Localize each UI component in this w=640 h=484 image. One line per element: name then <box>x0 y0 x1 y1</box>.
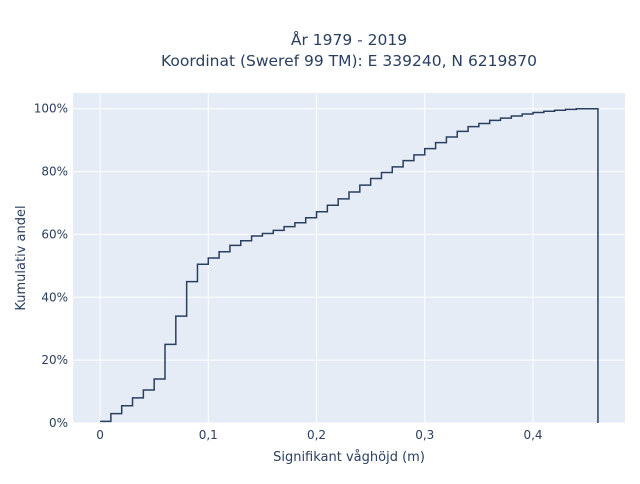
x-tick-label-1: 0,1 <box>199 428 218 442</box>
y-tick-label-5: 100% <box>34 102 68 116</box>
y-tick-label-1: 20% <box>41 353 68 367</box>
chart-title-line2: Koordinat (Sweref 99 TM): E 339240, N 62… <box>161 52 537 70</box>
y-tick-label-2: 40% <box>41 290 68 304</box>
x-tick-label-0: 0 <box>96 428 104 442</box>
y-tick-label-0: 0% <box>49 416 68 430</box>
x-tick-label-3: 0,3 <box>415 428 434 442</box>
y-axis-title: Kumulativ andel <box>14 205 29 310</box>
plot-background <box>73 93 625 423</box>
plot-area: 0 0,1 0,2 0,3 0,4 0% 20% 40% 60% 80% 100% <box>34 93 625 442</box>
chart-title-line1: År 1979 - 2019 <box>291 30 407 49</box>
x-axis-title: Signifikant våghöjd (m) <box>273 450 425 465</box>
x-tick-label-4: 0,4 <box>523 428 542 442</box>
series-line-0 <box>100 107 599 423</box>
y-tick-label-4: 80% <box>41 165 68 179</box>
x-tick-label-2: 0,2 <box>307 428 326 442</box>
y-tick-label-3: 60% <box>41 227 68 241</box>
